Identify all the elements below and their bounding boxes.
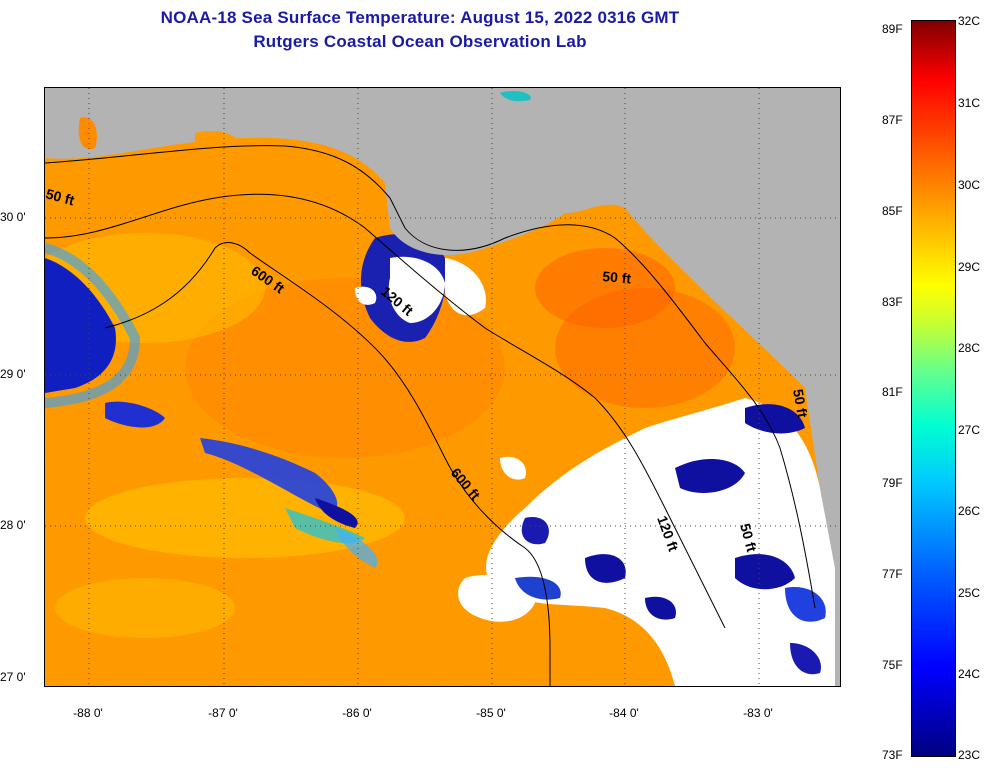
colorbar-c-label: 29C bbox=[958, 260, 981, 274]
sst-map: 50 ft 600 ft 120 ft 50 ft 600 ft 120 ft … bbox=[44, 87, 841, 687]
colorbar-c-label: 30C bbox=[958, 178, 981, 192]
cold-water-streak bbox=[335, 528, 378, 568]
contour-600ft bbox=[104, 242, 551, 686]
colorbar-c-label: 23C bbox=[958, 748, 981, 762]
cold-water-patch bbox=[745, 404, 805, 434]
lon-label: -83 0' bbox=[743, 706, 773, 720]
map-title: NOAA-18 Sea Surface Temperature: August … bbox=[160, 8, 680, 27]
land-area bbox=[45, 88, 840, 686]
contour-120ft bbox=[45, 193, 726, 629]
map-subtitle: Rutgers Coastal Ocean Observation Lab bbox=[253, 32, 587, 51]
sst-map-image: 50 ft 600 ft 120 ft 50 ft 600 ft 120 ft … bbox=[45, 88, 840, 686]
cold-water-patch bbox=[45, 258, 116, 393]
cold-water-patch bbox=[675, 458, 745, 493]
cold-water-patch bbox=[105, 401, 165, 428]
colorbar-f-label: 73F bbox=[882, 748, 903, 762]
lat-label: 27 0' bbox=[0, 670, 26, 684]
cold-water-streak bbox=[315, 498, 358, 528]
lon-label: -86 0' bbox=[342, 706, 372, 720]
colorbar-f-label: 89F bbox=[882, 22, 903, 36]
colorbar-f-label: 81F bbox=[882, 385, 903, 399]
colorbar-c-label: 24C bbox=[958, 667, 981, 681]
cold-water-patch bbox=[585, 554, 626, 583]
cloud-patch bbox=[388, 256, 445, 323]
colorbar-c-label: 32C bbox=[958, 14, 981, 28]
cold-water-streak bbox=[200, 438, 338, 513]
lon-label: -85 0' bbox=[476, 706, 506, 720]
colorbar-c-label: 27C bbox=[958, 423, 981, 437]
lon-label: -87 0' bbox=[208, 706, 238, 720]
lat-label: 29 0' bbox=[0, 367, 26, 381]
lon-label: -84 0' bbox=[609, 706, 639, 720]
yellow-patch bbox=[55, 578, 235, 638]
contour-label: 50 ft bbox=[790, 388, 811, 419]
colorbar-f-label: 75F bbox=[882, 658, 903, 672]
temperature-colorbar bbox=[911, 20, 956, 757]
cold-water-patch bbox=[785, 587, 826, 622]
contour-label: 50 ft bbox=[602, 268, 632, 286]
contour-50ft bbox=[45, 145, 816, 609]
cold-water-patch bbox=[645, 596, 676, 620]
colorbar-f-label: 87F bbox=[882, 113, 903, 127]
cold-water-patch bbox=[735, 554, 795, 590]
contour-label: 50 ft bbox=[45, 185, 76, 208]
colorbar-f-label: 83F bbox=[882, 295, 903, 309]
warm-patch bbox=[535, 248, 675, 328]
colorbar-c-label: 28C bbox=[958, 341, 981, 355]
cloud-patch bbox=[486, 398, 835, 686]
lat-label: 28 0' bbox=[0, 518, 26, 532]
contour-label: 50 ft bbox=[737, 522, 760, 554]
colorbar-c-label: 25C bbox=[958, 586, 981, 600]
colorbar-f-label: 79F bbox=[882, 476, 903, 490]
colorbar-c-label: 31C bbox=[958, 96, 981, 110]
cold-water-patch bbox=[521, 517, 549, 545]
lon-label: -88 0' bbox=[73, 706, 103, 720]
lat-label: 30 0' bbox=[0, 210, 26, 224]
colorbar-f-label: 77F bbox=[882, 567, 903, 581]
colorbar-f-label: 85F bbox=[882, 204, 903, 218]
colorbar-c-label: 26C bbox=[958, 504, 981, 518]
